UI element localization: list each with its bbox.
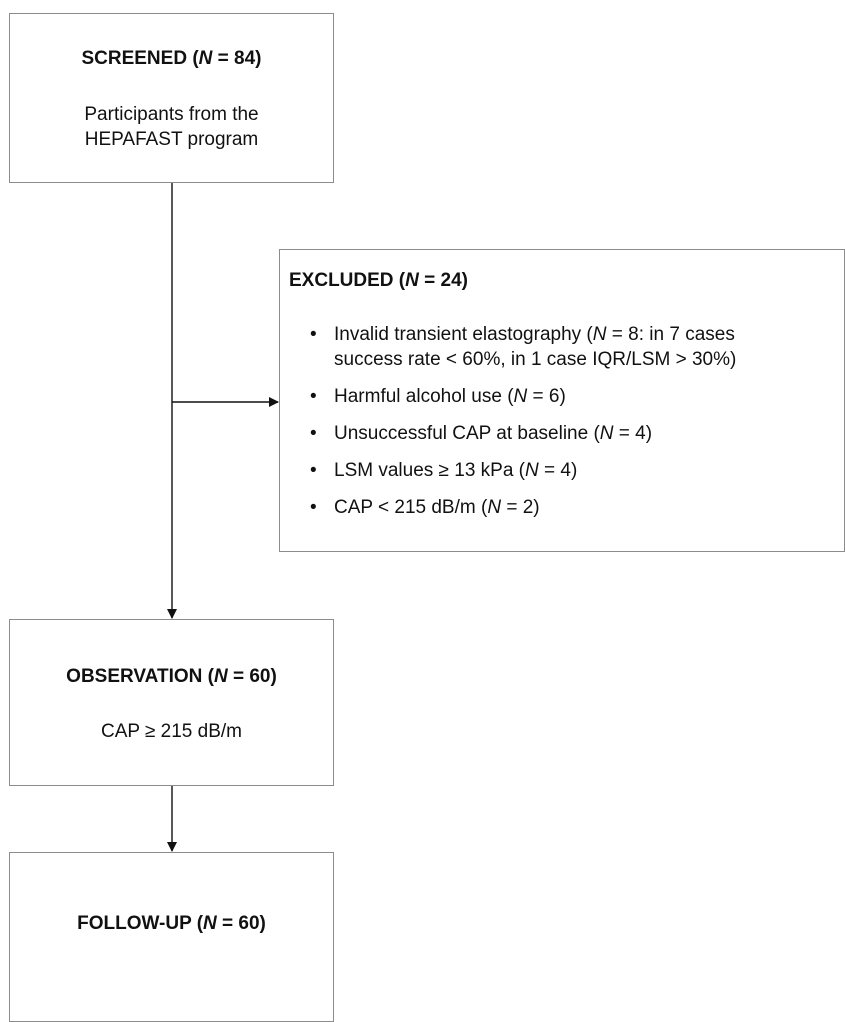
exclusion-reason-cap-baseline: Unsuccessful CAP at baseline (N = 4): [310, 421, 838, 446]
screened-box: SCREENED (N = 84) Participants from the …: [9, 13, 334, 183]
observation-box: OBSERVATION (N = 60) CAP ≥ 215 dB/m: [9, 619, 334, 786]
excluded-box: EXCLUDED (N = 24) Invalid transient elas…: [279, 249, 845, 552]
exclusion-reason-alcohol: Harmful alcohol use (N = 6): [310, 384, 838, 409]
observation-description: CAP ≥ 215 dB/m: [100, 721, 243, 742]
exclusion-reasons-list: Invalid transient elastography (N = 8: i…: [310, 322, 838, 532]
excluded-title: EXCLUDED (N = 24): [289, 270, 468, 291]
observation-title: OBSERVATION (N = 60): [66, 666, 277, 687]
followup-title: FOLLOW-UP (N = 60): [77, 913, 266, 934]
exclusion-reason-lsm-values: LSM values ≥ 13 kPa (N = 4): [310, 458, 838, 483]
followup-box: FOLLOW-UP (N = 60): [9, 852, 334, 1022]
screened-description: Participants from the HEPAFAST program: [84, 104, 259, 150]
exclusion-reason-invalid-elastography: Invalid transient elastography (N = 8: i…: [310, 322, 838, 372]
exclusion-reason-cap-threshold: CAP < 215 dB/m (N = 2): [310, 495, 838, 520]
screened-title: SCREENED (N = 84): [81, 48, 262, 69]
